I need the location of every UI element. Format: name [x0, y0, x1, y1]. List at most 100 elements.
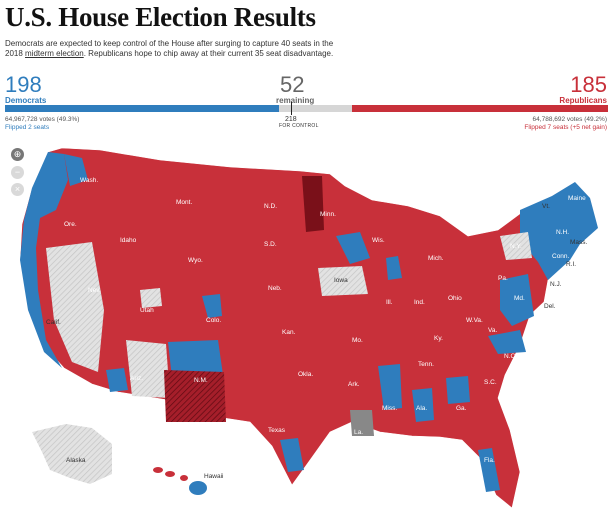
alaska	[32, 424, 112, 484]
label-ark: Ark.	[348, 381, 360, 388]
midterm-election-link[interactable]: midterm election	[25, 49, 84, 58]
nevada-california-undecided	[46, 242, 104, 372]
alabama-dem	[412, 388, 434, 422]
label-calif: Calif.	[46, 319, 61, 326]
label-wyo: Wyo.	[188, 257, 203, 264]
label-wis: Wis.	[372, 237, 385, 244]
label-maine: Maine	[568, 195, 586, 202]
close-icon[interactable]: ×	[11, 183, 24, 196]
label-ala: Ala.	[416, 405, 427, 412]
label-la: La.	[354, 429, 363, 436]
west-coast-dem	[20, 152, 68, 368]
minneapolis-dem	[336, 232, 370, 264]
rep-seat-count: 185	[570, 72, 607, 97]
minus-icon[interactable]: −	[11, 166, 24, 179]
remaining-label: remaining	[276, 96, 315, 105]
remaining-seat-count: 52	[280, 72, 305, 97]
label-minn: Minn.	[320, 211, 336, 218]
label-mich: Mich.	[428, 255, 444, 262]
label-kan: Kan.	[282, 329, 296, 336]
label-conn: Conn.	[552, 253, 570, 260]
control-label: FOR CONTROL	[279, 123, 319, 129]
label-fla: Fla.	[484, 457, 495, 464]
label-tenn: Tenn.	[418, 361, 434, 368]
label-nev: Nev.	[88, 287, 101, 294]
state-labels: Wash. Ore. Idaho Mont. Wyo. N.D. S.D. Ne…	[46, 177, 588, 480]
label-ny: N.Y.	[510, 243, 522, 250]
summary-text: Democrats are expected to keep control o…	[5, 39, 334, 58]
label-nj: N.J.	[550, 281, 562, 288]
new-england-dem	[520, 182, 598, 280]
mid-atlantic-dem	[500, 274, 534, 326]
seat-bar	[5, 105, 608, 112]
label-ri: R.I.	[566, 261, 576, 268]
undecided-districts	[32, 232, 532, 484]
label-okla: Okla.	[298, 371, 313, 378]
label-utah: Utah	[140, 307, 154, 314]
contiguous-us	[19, 147, 599, 509]
dem-votes: 64,967,728 votes (49.3%)	[5, 116, 80, 123]
label-wash: Wash.	[80, 177, 98, 184]
label-nd: N.D.	[264, 203, 277, 210]
utah-undecided	[140, 288, 162, 308]
label-va: Va.	[488, 327, 497, 334]
label-neb: Neb.	[268, 285, 282, 292]
north-carolina-dem	[488, 330, 526, 354]
rep-flipped: Flipped 7 seats (+5 net gain)	[524, 124, 607, 131]
florida-dem	[478, 448, 500, 492]
texas-dem	[280, 438, 304, 472]
label-colo: Colo.	[206, 317, 221, 324]
label-mont: Mont.	[176, 199, 192, 206]
control-number: 218	[285, 116, 297, 123]
seat-bar-dem	[5, 105, 280, 112]
us-house-map: Wash. Ore. Idaho Mont. Wyo. N.D. S.D. Ne…	[19, 147, 599, 509]
label-miss: Miss.	[382, 405, 397, 412]
label-alaska: Alaska	[66, 457, 86, 464]
dem-flipped: Flipped 2 seats	[5, 124, 50, 131]
new-mexico-flip	[164, 370, 226, 422]
colorado-dem	[202, 294, 222, 318]
label-mass: Mass.	[570, 239, 588, 246]
rep-votes: 64,788,692 votes (49.2%)	[532, 116, 607, 123]
label-wva: W.Va.	[466, 317, 483, 324]
new-york-undecided	[500, 232, 532, 260]
seat-bar-rep	[351, 105, 608, 112]
iowa-undecided	[318, 266, 368, 296]
atlanta-dem	[446, 376, 470, 404]
label-mo: Mo.	[352, 337, 363, 344]
arizona-undecided	[126, 340, 170, 398]
label-ill: Ill.	[386, 299, 393, 306]
label-idaho: Idaho	[120, 237, 137, 244]
seat-bar-remaining	[279, 105, 352, 112]
label-ga: Ga.	[456, 405, 467, 412]
mississippi-dem	[378, 364, 402, 410]
dem-seat-count: 198	[5, 72, 42, 97]
label-pa: Pa.	[498, 275, 508, 282]
label-texas: Texas	[268, 427, 286, 434]
label-hawaii: Hawaii	[204, 473, 224, 480]
label-nh: N.H.	[556, 229, 569, 236]
label-vt: Vt.	[542, 203, 550, 210]
rep-label: Republicans	[559, 96, 607, 105]
hawaii	[153, 467, 207, 495]
minnesota-flip	[302, 176, 324, 232]
arizona-dem	[106, 368, 128, 392]
label-nm: N.M.	[194, 377, 208, 384]
chicago-dem	[386, 256, 402, 280]
control-marker	[291, 102, 292, 115]
seattle-dem	[64, 154, 88, 186]
label-ore: Ore.	[64, 221, 77, 228]
page-title: U.S. House Election Results	[5, 2, 316, 32]
label-ky: Ky.	[434, 335, 443, 342]
label-ohio: Ohio	[448, 295, 462, 302]
search-plus-icon[interactable]: ⊕	[11, 148, 24, 161]
label-md: Md.	[514, 295, 525, 302]
dem-label: Democrats	[5, 96, 47, 105]
label-sd: S.D.	[264, 241, 277, 248]
label-ariz: Ariz.	[130, 375, 143, 382]
louisiana-other	[350, 410, 374, 436]
label-sc: S.C.	[484, 379, 497, 386]
label-ind: Ind.	[414, 299, 425, 306]
label-iowa: Iowa	[334, 277, 348, 284]
label-del: Del.	[544, 303, 556, 310]
